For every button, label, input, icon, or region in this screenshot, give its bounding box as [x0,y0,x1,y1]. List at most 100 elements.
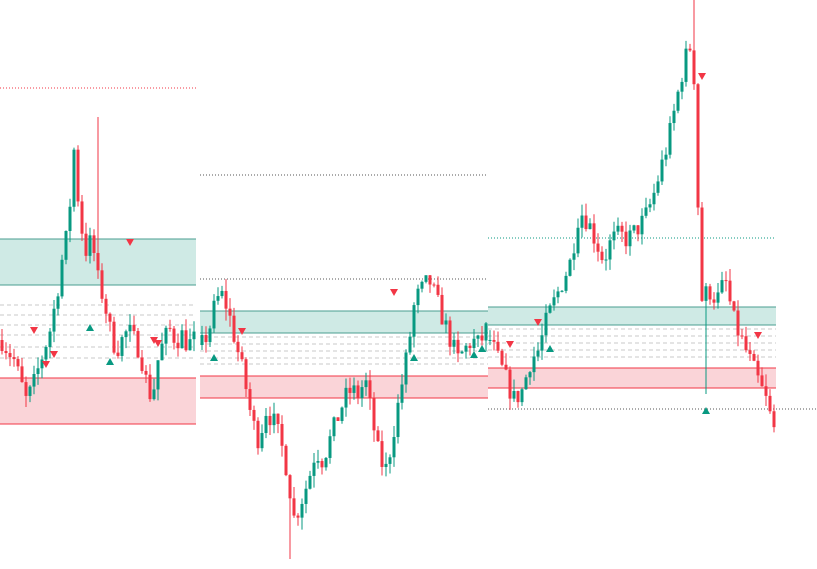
candle-body [240,352,244,360]
candle-body [316,461,320,463]
supply-zone [200,311,488,333]
demand-zone [200,376,488,398]
candle-body [484,323,488,341]
candle-body [504,364,508,370]
candle-body [204,335,208,343]
buy-signal-triangle-up-icon [702,407,710,414]
candle-body [16,359,20,367]
candle-body [664,154,668,160]
candle-body [84,233,88,256]
candle-body [312,462,316,476]
candle-body [464,345,468,352]
candle-body [44,347,48,360]
candle-body [88,235,92,256]
buy-signal-triangle-up-icon [470,351,478,358]
candle-body [764,386,768,396]
candle-body [576,227,580,254]
candle-body [400,384,404,403]
buy-signal-triangle-up-icon [210,354,218,361]
candle-body [608,240,612,260]
candle-body [308,475,312,489]
candle-body [732,301,736,311]
candle-body [456,339,460,354]
candle-body [588,223,592,230]
candle-body [208,328,212,343]
candle-body [616,225,620,232]
candle-body [492,339,496,342]
candle-body [668,123,672,155]
candle-body [376,430,380,442]
candle-body [64,231,68,260]
candle-body [332,417,336,437]
candle-body [676,91,680,111]
candle-body [288,475,292,499]
candle-body [628,230,632,247]
candle-body [740,335,744,337]
candle-body [564,275,568,291]
candle-body [236,341,240,353]
candles-layer [0,0,776,559]
sell-signal-triangle-down-icon [238,328,246,335]
candle-body [544,312,548,336]
candle-body [404,352,408,385]
candle-body [604,259,608,261]
candle-body [684,48,688,82]
candle-body [156,360,160,390]
candle-body [572,253,576,260]
candle-body [716,292,720,303]
candle-body [416,288,420,306]
candle-body [704,286,708,301]
candle-body [396,402,400,438]
candle-body [296,515,300,518]
candle-body [96,252,100,271]
candle-body [304,488,308,504]
buy-signal-triangle-up-icon [478,345,486,352]
candle-body [568,259,572,276]
candle-body [24,382,28,396]
candle-body [340,407,344,421]
candle-body [260,433,264,449]
candle-body [636,225,640,235]
candle-body [164,327,168,344]
candle-body [20,366,24,383]
candle-body [580,215,584,228]
candle-body [116,352,120,356]
buy-signal-triangle-up-icon [86,324,94,331]
candle-body [176,342,180,349]
candle-body [40,359,44,369]
candle-body [48,331,52,348]
demand-zone [0,378,196,424]
candle-body [344,387,348,408]
candle-body [292,498,296,516]
candle-body [460,351,464,354]
candle-body [280,423,284,446]
candle-body [360,387,364,399]
candle-body [524,377,528,390]
candle-body [324,457,328,468]
candle-body [744,336,748,351]
candle-body [428,275,432,285]
signals-layer [30,73,762,414]
candle-body [640,215,644,235]
candle-body [516,391,520,403]
candle-body [708,286,712,300]
candle-body [548,305,552,313]
sell-signal-triangle-down-icon [506,341,514,348]
candle-body [108,313,112,322]
candle-body [212,300,216,329]
zones-layer [0,238,776,425]
candle-body [596,243,600,252]
candle-body [468,345,472,349]
candle-body [528,372,532,378]
candle-body [412,305,416,337]
candle-body [612,231,616,241]
candle-body [180,330,184,349]
candle-body [244,359,248,390]
candle-body [368,380,372,399]
candle-body [124,331,128,338]
candle-body [620,225,624,232]
candle-body [700,207,704,301]
buy-signal-triangle-up-icon [106,358,114,365]
candle-body [680,81,684,92]
candle-body [52,308,56,332]
